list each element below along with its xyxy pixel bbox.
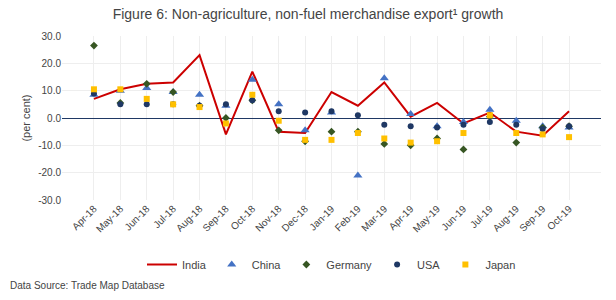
svg-text:Jun-18: Jun-18 (122, 203, 152, 233)
svg-text:Apr-19: Apr-19 (387, 203, 416, 232)
svg-text:20.0: 20.0 (42, 58, 62, 69)
svg-text:-20.0: -20.0 (38, 167, 61, 178)
svg-text:Data Source: Trade Map Databas: Data Source: Trade Map Database (10, 280, 165, 291)
svg-text:Japan: Japan (485, 259, 515, 271)
svg-text:30.0: 30.0 (42, 31, 62, 42)
svg-text:-30.0: -30.0 (38, 195, 61, 206)
svg-text:Sep-18: Sep-18 (200, 203, 231, 234)
svg-text:Aug-19: Aug-19 (491, 203, 522, 234)
svg-text:Figure 6: Non-agriculture, non: Figure 6: Non-agriculture, non-fuel merc… (113, 6, 504, 22)
svg-text:May-18: May-18 (94, 203, 126, 235)
svg-text:May-19: May-19 (411, 203, 443, 235)
svg-text:Aug-18: Aug-18 (174, 203, 205, 234)
svg-text:Jul-19: Jul-19 (468, 203, 495, 230)
svg-text:Oct-19: Oct-19 (545, 203, 574, 232)
svg-text:-10.0: -10.0 (38, 140, 61, 151)
svg-text:USA: USA (417, 259, 440, 271)
svg-text:China: China (252, 259, 282, 271)
svg-text:(per cent): (per cent) (20, 94, 32, 141)
svg-text:Nov-18: Nov-18 (253, 203, 284, 234)
svg-text:Dec-18: Dec-18 (279, 203, 310, 234)
svg-text:Oct-18: Oct-18 (228, 203, 257, 232)
svg-text:Jan-19: Jan-19 (307, 203, 337, 233)
svg-text:0.0: 0.0 (47, 113, 61, 124)
svg-text:India: India (182, 259, 207, 271)
svg-text:Jun-19: Jun-19 (439, 203, 469, 233)
svg-text:Sep-19: Sep-19 (517, 203, 548, 234)
svg-text:Apr-18: Apr-18 (70, 203, 99, 232)
svg-text:10.0: 10.0 (42, 85, 62, 96)
svg-text:Mar-19: Mar-19 (359, 203, 389, 233)
svg-text:Feb-19: Feb-19 (333, 203, 363, 233)
svg-text:Jul-18: Jul-18 (151, 203, 178, 230)
svg-text:Germany: Germany (326, 259, 372, 271)
